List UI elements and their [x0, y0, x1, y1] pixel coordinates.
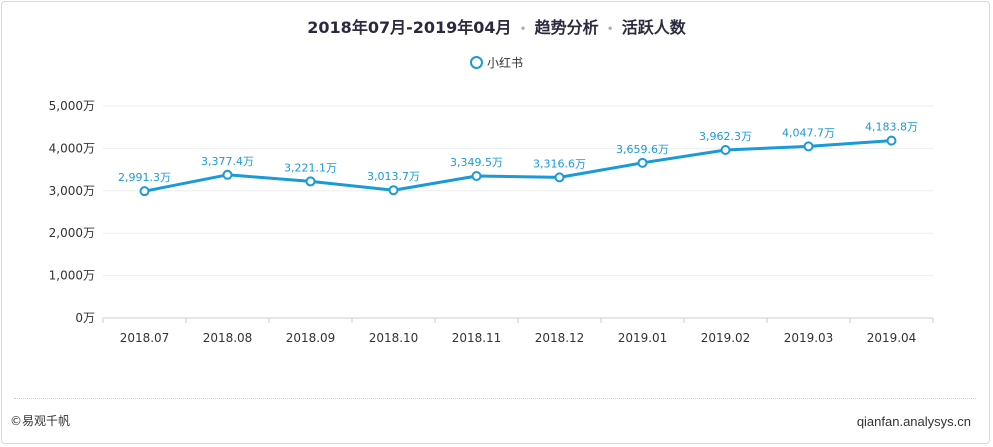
chart-legend[interactable]: 小红书: [0, 54, 993, 71]
x-tick-label: 2019.04: [867, 331, 917, 345]
data-point: [554, 172, 565, 183]
title-metric: 活跃人数: [621, 18, 686, 37]
x-tick-label: 2019.01: [618, 331, 668, 345]
title-section: 趋势分析: [534, 18, 599, 37]
axis-layer: 0万 1,000万 2,000万 3,000万 4,000万 5,000万 2018.07 2…: [49, 99, 934, 345]
x-tick-label: 2018.10: [369, 331, 419, 345]
x-tick-label: 2018.09: [286, 331, 336, 345]
data-label: 3,316.6万: [533, 157, 586, 170]
data-point: [637, 157, 648, 168]
copyright-text: ©易观千帆: [10, 414, 71, 428]
y-tick-label: 0万: [75, 311, 95, 325]
legend-label: 小红书: [486, 56, 523, 70]
data-label: 3,659.6万: [616, 143, 669, 156]
x-tick-label: 2018.12: [535, 331, 585, 345]
data-point: [305, 176, 316, 187]
data-label: 2,991.3万: [118, 171, 171, 184]
series-line: [144, 139, 892, 193]
legend-circle-icon: [469, 56, 483, 69]
y-tick-label: 2,000万: [49, 226, 95, 240]
data-label: 4,183.8万: [865, 121, 918, 134]
label-layer: 2,991.3万 3,377.4万 3,221.1万 3,013.7万 3,349.5万…: [118, 121, 918, 185]
y-tick-label: 1,000万: [49, 269, 95, 283]
data-label: 3,221.1万: [284, 161, 337, 174]
data-point: [139, 186, 150, 197]
line-layer: [144, 139, 892, 193]
data-label: 4,047.7万: [782, 126, 835, 139]
x-tick-label: 2019.02: [701, 331, 751, 345]
title-separator: •: [519, 22, 527, 36]
data-label: 3,349.5万: [450, 156, 503, 169]
title-period: 2018年07月-2019年04月: [307, 18, 512, 37]
y-tick-label: 4,000万: [49, 141, 95, 155]
x-tick-label: 2018.11: [452, 331, 502, 345]
data-label: 3,013.7万: [367, 170, 420, 183]
data-point: [886, 135, 897, 146]
data-point: [471, 170, 482, 181]
data-point: [222, 169, 233, 180]
footer-divider: [14, 398, 976, 399]
y-tick-label: 5,000万: [49, 99, 95, 113]
title-separator: •: [606, 22, 614, 36]
data-point: [720, 144, 731, 155]
x-tick-label: 2018.08: [203, 331, 253, 345]
y-tick-label: 3,000万: [49, 184, 95, 198]
data-label: 3,962.3万: [699, 130, 752, 143]
data-point: [803, 141, 814, 152]
source-link[interactable]: qianfan.analysys.cn: [856, 414, 971, 429]
point-layer: [139, 135, 897, 197]
x-tick-label: 2018.07: [120, 331, 170, 345]
x-tick-label: 2019.03: [784, 331, 834, 345]
grid-layer: [103, 105, 933, 277]
chart-title: 2018年07月-2019年04月 • 趋势分析 • 活跃人数: [0, 14, 993, 38]
data-point: [388, 185, 399, 196]
data-label: 3,377.4万: [201, 155, 254, 168]
